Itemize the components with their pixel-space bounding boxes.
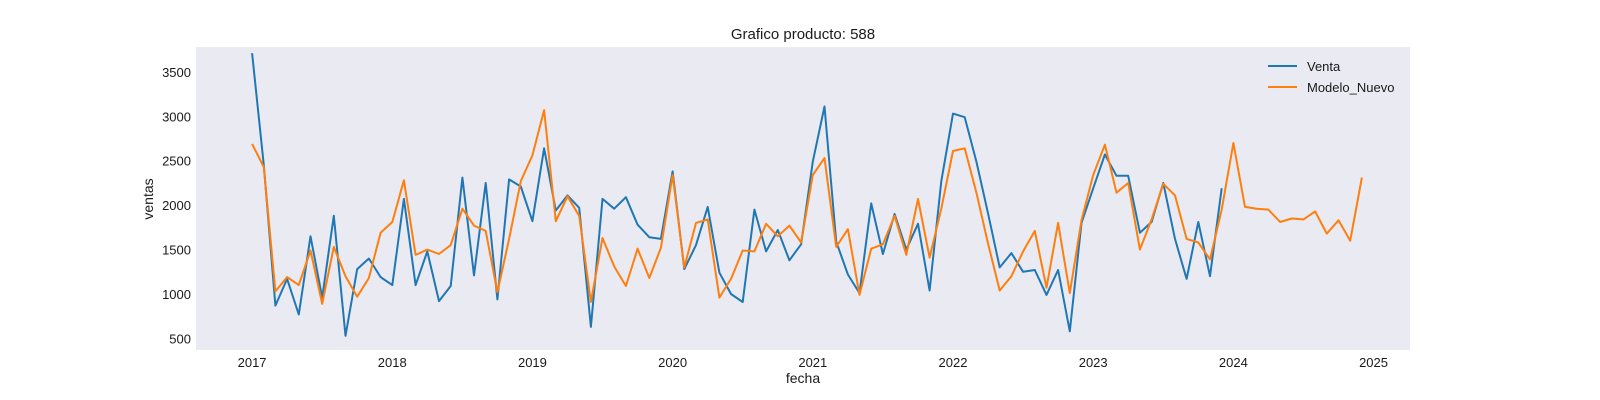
x-tick-label: 2024 <box>1219 355 1248 370</box>
y-tick-label: 2500 <box>162 154 191 169</box>
x-tick-label: 2022 <box>939 355 968 370</box>
chart-title: Grafico producto: 588 <box>731 26 875 43</box>
y-tick-label: 500 <box>169 331 191 346</box>
y-tick-label: 1500 <box>162 243 191 258</box>
y-tick-label: 3500 <box>162 65 191 80</box>
y-axis-label: ventas <box>140 178 156 219</box>
x-tick-label: 2018 <box>378 355 407 370</box>
plot-background <box>196 47 1410 350</box>
y-axis: 500 1000 1500 2000 2500 3000 3500 <box>162 65 191 347</box>
x-axis: 2017 2018 2019 2020 2021 2022 2023 2024 2025 <box>238 355 1388 370</box>
y-tick-label: 1000 <box>162 287 191 302</box>
legend-label: Modelo_Nuevo <box>1307 80 1394 95</box>
y-tick-label: 2000 <box>162 198 191 213</box>
legend-label: Venta <box>1307 59 1341 74</box>
x-tick-label: 2020 <box>658 355 687 370</box>
series-line-modelo-nuevo <box>251 109 1363 305</box>
y-tick-label: 3000 <box>162 109 191 124</box>
x-tick-label: 2019 <box>518 355 547 370</box>
legend: Venta Modelo_Nuevo <box>1268 59 1394 95</box>
x-tick-label: 2017 <box>238 355 267 370</box>
series-lines <box>251 53 1363 337</box>
x-tick-label: 2023 <box>1079 355 1108 370</box>
x-tick-label: 2021 <box>798 355 827 370</box>
x-axis-label: fecha <box>786 370 820 386</box>
series-line-venta <box>251 53 1223 337</box>
x-tick-label: 2025 <box>1359 355 1388 370</box>
